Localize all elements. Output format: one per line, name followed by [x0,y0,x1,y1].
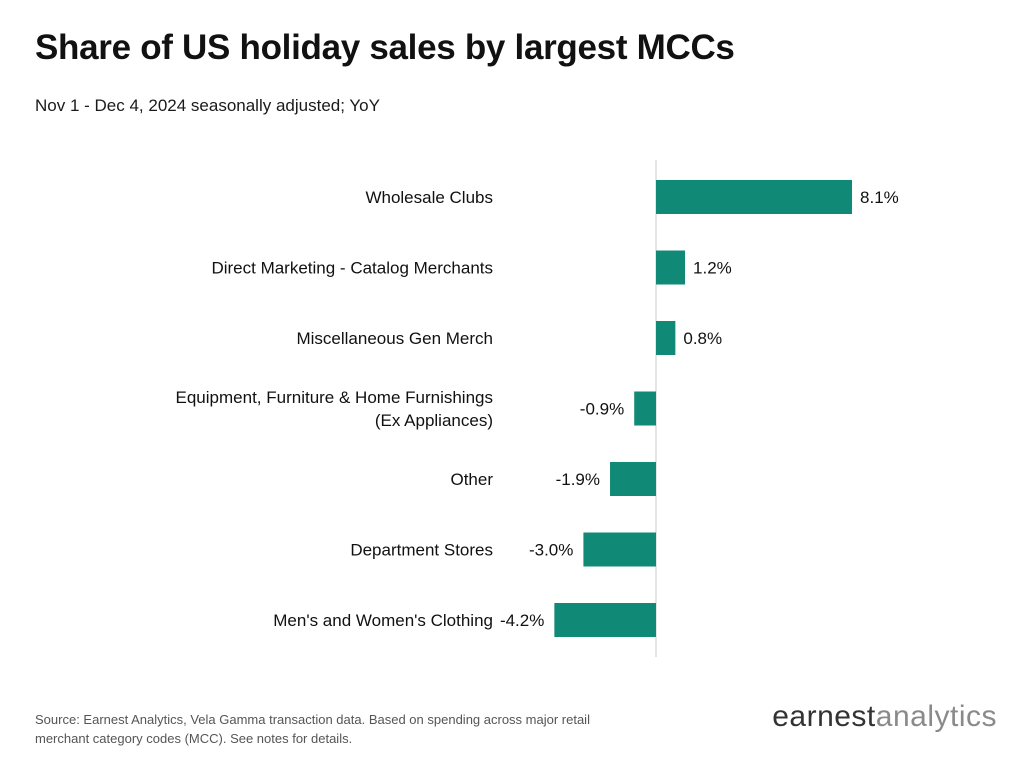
chart-title: Share of US holiday sales by largest MCC… [35,28,735,67]
bar-3 [634,391,656,426]
value-label-2: 0.8% [683,329,722,348]
bar-2 [656,321,676,355]
value-label-5: -3.0% [529,541,573,560]
category-label-3-line-1: (Ex Appliances) [375,411,493,430]
bar-5 [583,532,656,567]
logo-part-analytics: analytics [875,700,997,733]
bar-0 [656,180,853,214]
bar-1 [656,250,686,285]
value-label-4: -1.9% [556,470,600,489]
value-label-3: -0.9% [580,400,624,419]
bar-4 [610,462,656,496]
bar-6 [554,603,656,637]
category-label-5: Department Stores [350,541,493,560]
chart-subtitle: Nov 1 - Dec 4, 2024 seasonally adjusted;… [35,96,380,115]
category-label-2: Miscellaneous Gen Merch [296,329,493,348]
earnest-analytics-logo: earnestanalytics [772,700,997,734]
value-label-1: 1.2% [693,259,732,278]
logo-part-earnest: earnest [772,700,876,733]
category-label-1: Direct Marketing - Catalog Merchants [211,259,493,278]
category-label-3-line-0: Equipment, Furniture & Home Furnishings [176,388,493,407]
source-note: Source: Earnest Analytics, Vela Gamma tr… [35,712,590,746]
category-label-0: Wholesale Clubs [365,188,493,207]
value-label-0: 8.1% [860,188,899,207]
value-label-6: -4.2% [500,611,544,630]
category-label-4: Other [450,470,493,489]
category-label-6: Men's and Women's Clothing [273,611,493,630]
bar-chart: 8.1% Wholesale Clubs 1.2% Direct Marketing … [176,160,899,657]
